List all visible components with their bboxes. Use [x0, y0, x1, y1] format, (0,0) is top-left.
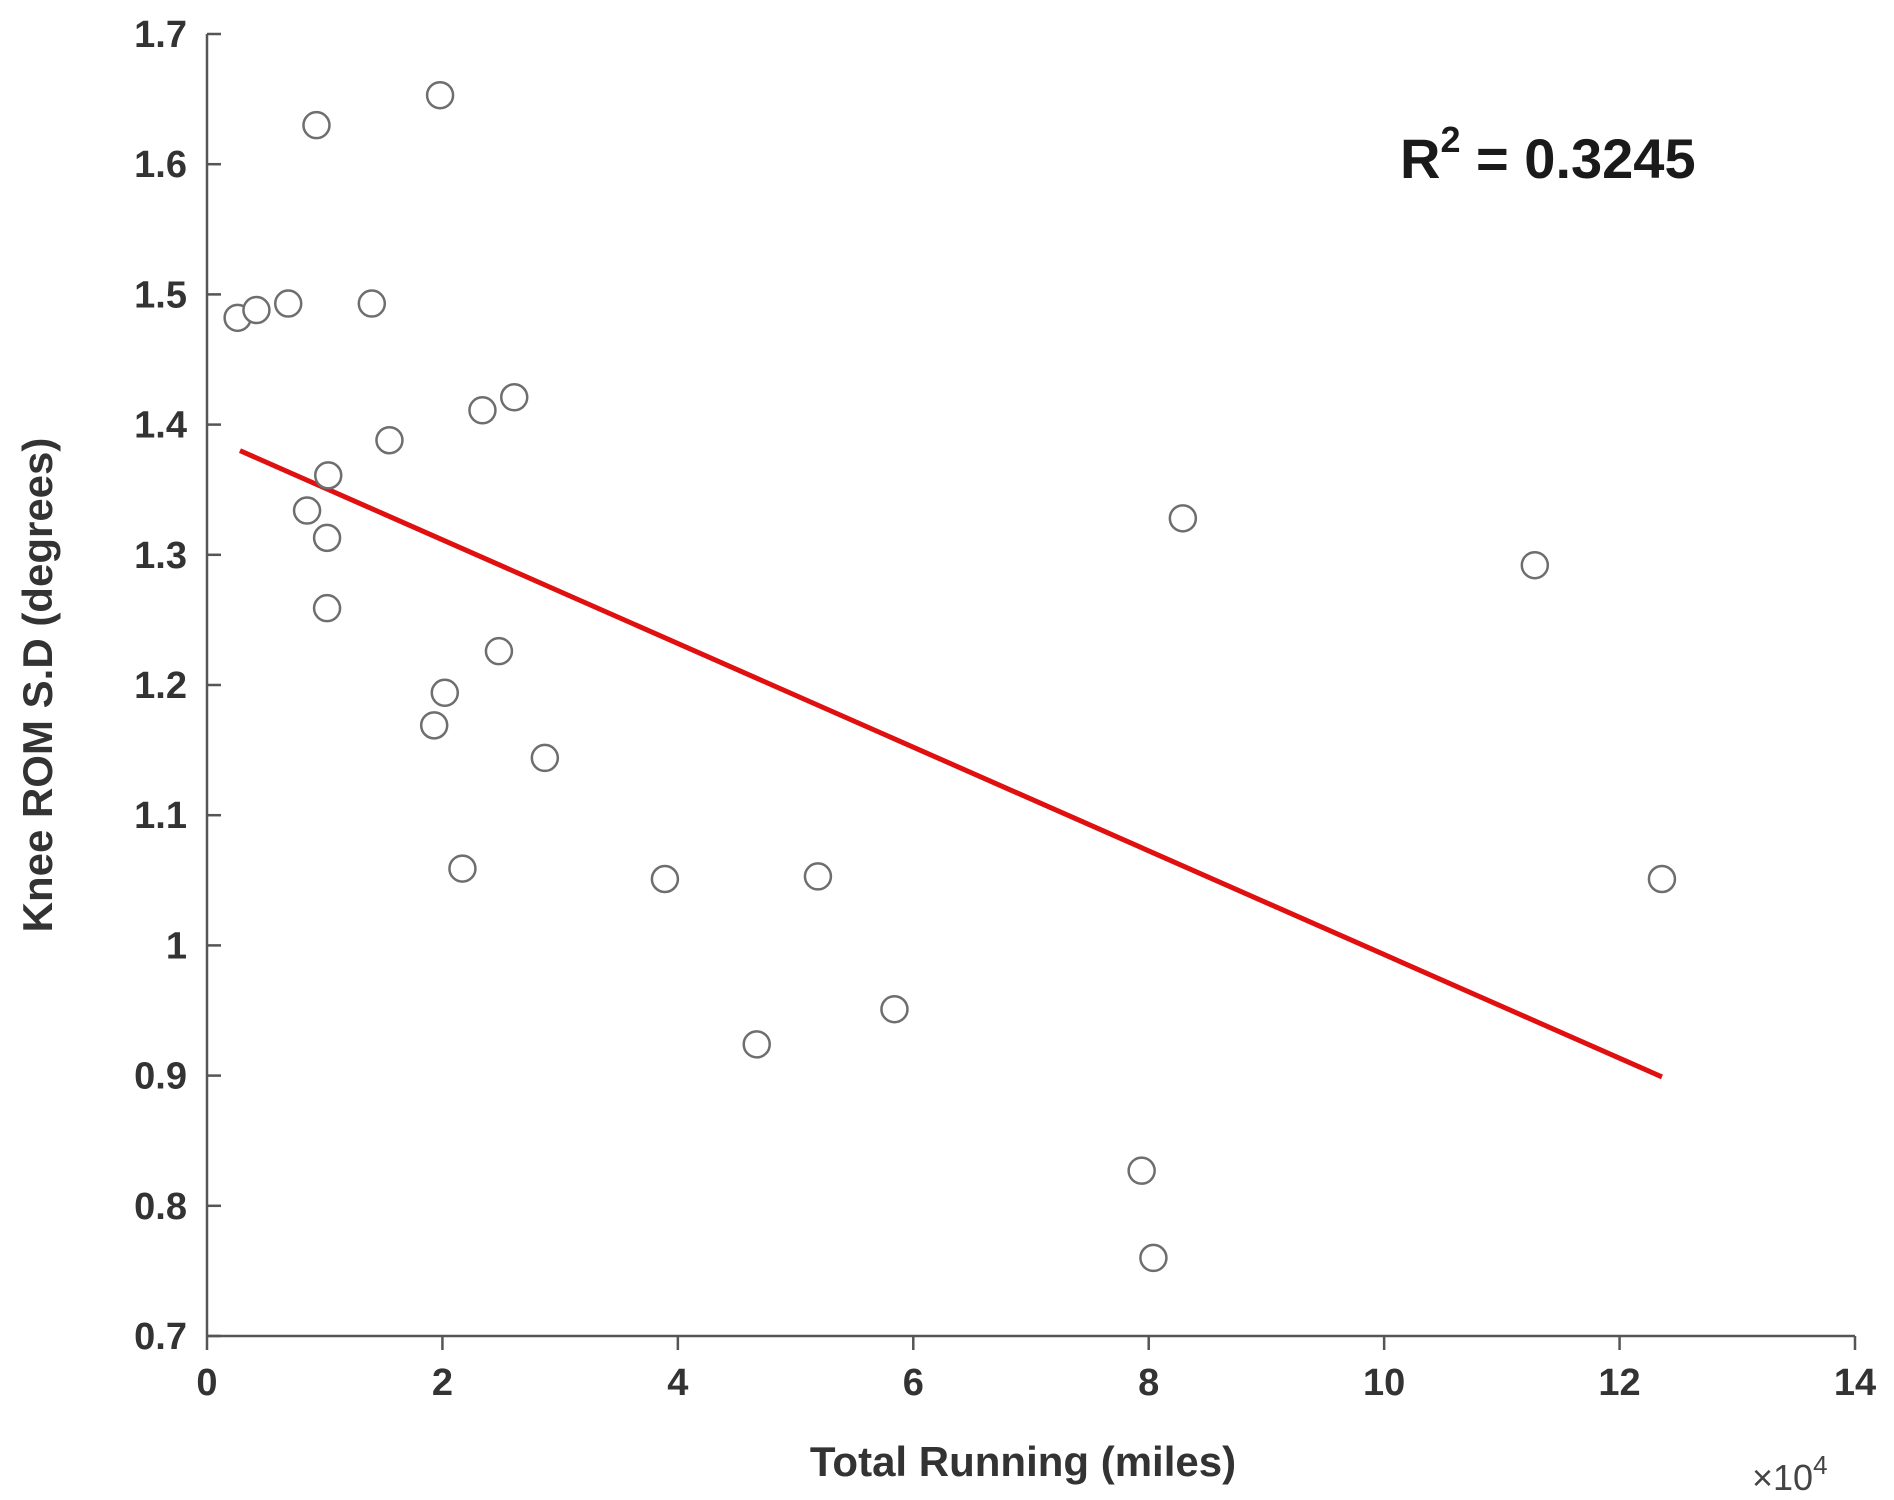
y-tick-label: 1.5 — [134, 274, 187, 316]
data-point — [803, 862, 833, 891]
data-point — [1139, 1243, 1168, 1273]
x-tick-label: 2 — [432, 1362, 453, 1404]
data-point — [1127, 1156, 1156, 1185]
data-point — [1168, 504, 1198, 533]
x-tick-label: 14 — [1834, 1362, 1876, 1404]
data-point — [375, 425, 404, 455]
y-tick-label: 0.9 — [134, 1056, 187, 1098]
data-point — [484, 636, 514, 666]
data-point — [1520, 550, 1550, 580]
x-tick-label: 0 — [196, 1362, 217, 1404]
points-layer — [223, 80, 1677, 1273]
x-axis-multiplier: ×104 — [1752, 1450, 1828, 1498]
y-tick-label: 1.1 — [134, 795, 187, 837]
data-point — [650, 864, 680, 894]
r-squared-prefix: R — [1400, 127, 1440, 190]
y-tick-label: 1.2 — [134, 665, 187, 707]
data-point — [742, 1030, 771, 1059]
data-point — [313, 461, 343, 490]
data-point — [1647, 864, 1677, 894]
r-squared-annotation: R2 = 0.3245 — [1400, 119, 1696, 190]
data-point — [468, 396, 497, 425]
x-axis-title: Total Running (miles) — [810, 1438, 1236, 1485]
x-tick-label: 8 — [1138, 1362, 1159, 1404]
y-tick-label: 1.6 — [134, 144, 187, 186]
data-point — [292, 496, 322, 525]
data-point — [273, 289, 303, 318]
fit-line-layer — [238, 448, 1663, 1080]
x-tick-label: 10 — [1363, 1362, 1405, 1404]
x-axis-multiplier-base: ×10 — [1752, 1457, 1813, 1498]
x-tick-label: 6 — [903, 1362, 924, 1404]
y-tick-label: 1 — [166, 925, 187, 967]
regression-line — [238, 448, 1663, 1080]
data-point — [530, 743, 560, 773]
data-point — [312, 523, 342, 553]
y-tick-label: 0.7 — [134, 1316, 187, 1358]
data-point — [448, 854, 477, 883]
data-point — [499, 383, 529, 412]
x-ticks: 0 2 4 6 8 10 12 14 — [196, 1336, 1876, 1404]
y-tick-label: 0.8 — [134, 1186, 187, 1228]
data-point — [302, 110, 331, 140]
y-axis-title: Knee ROM S.D (degrees) — [14, 438, 61, 933]
data-point — [880, 994, 909, 1024]
data-point — [242, 295, 271, 325]
data-point — [357, 289, 387, 318]
r-squared-superscript: 2 — [1440, 119, 1460, 160]
y-tick-label: 1.4 — [134, 405, 187, 447]
x-tick-label: 12 — [1598, 1362, 1640, 1404]
y-tick-label: 1.7 — [134, 14, 187, 56]
x-tick-label: 4 — [667, 1362, 688, 1404]
data-point — [430, 678, 460, 708]
x-axis-multiplier-exponent: 4 — [1813, 1450, 1827, 1480]
data-point — [425, 80, 455, 110]
r-squared-value: = 0.3245 — [1460, 127, 1695, 190]
data-point — [312, 593, 342, 623]
y-ticks: 0.7 0.8 0.9 1 1.1 1.2 1.3 1.4 1.5 1.6 1.7 — [134, 14, 221, 1358]
data-point — [419, 711, 449, 740]
y-tick-label: 1.3 — [134, 535, 187, 577]
